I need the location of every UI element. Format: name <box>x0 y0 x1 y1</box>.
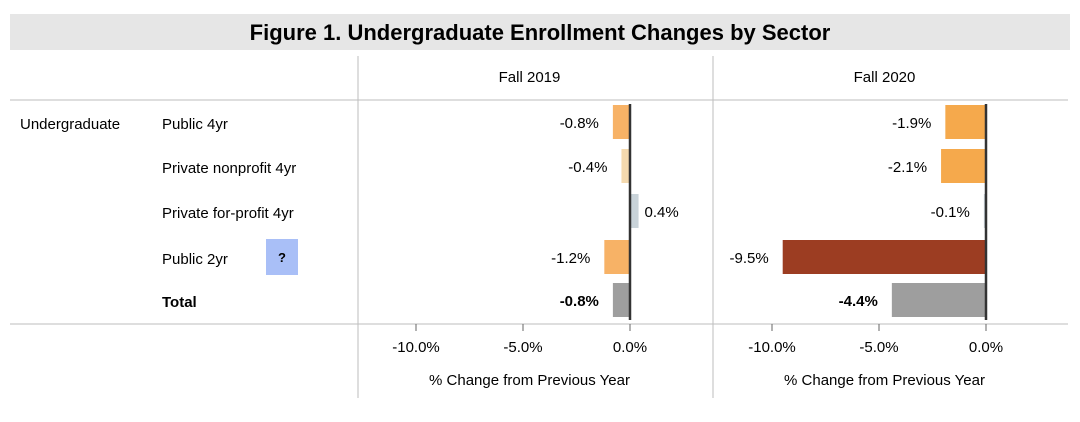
panel: Fall 2019 -0.8% -0.4% 0.4% -1.2% -0.8% -10.0% -… <box>392 69 679 389</box>
bar <box>604 240 630 274</box>
tick-label: -10.0% <box>748 339 796 356</box>
panel: Fall 2020 -1.9% -2.1% -0.1% -9.5% -4.4% -10.0%… <box>730 69 1004 389</box>
data-label: -0.8% <box>560 115 599 132</box>
bar <box>612 283 630 317</box>
row-label: Public 2yr <box>162 251 228 268</box>
x-axis-label: % Change from Previous Year <box>784 372 985 389</box>
bar <box>891 283 986 317</box>
bar <box>945 105 986 139</box>
data-label: -0.8% <box>560 293 599 310</box>
help-badge-text[interactable]: ? <box>278 250 286 265</box>
bar <box>630 194 639 228</box>
data-label: -4.4% <box>839 293 878 310</box>
row-group-label: Undergraduate <box>20 116 120 133</box>
chart-panels: Fall 2019 -0.8% -0.4% 0.4% -1.2% -0.8% -10.0% -… <box>392 69 1003 389</box>
tick-label: 0.0% <box>613 339 647 356</box>
tick-label: -5.0% <box>503 339 542 356</box>
bar <box>612 105 630 139</box>
tick-label: 0.0% <box>969 339 1003 356</box>
bar <box>782 240 986 274</box>
row-label: Private nonprofit 4yr <box>162 160 296 177</box>
data-label: 0.4% <box>645 204 679 221</box>
table-dividers <box>10 56 1068 398</box>
data-label: -1.2% <box>551 250 590 267</box>
title-band <box>10 14 1070 50</box>
bar <box>941 149 986 183</box>
x-axis-label: % Change from Previous Year <box>429 372 630 389</box>
data-label: -1.9% <box>892 115 931 132</box>
data-label: -2.1% <box>888 159 927 176</box>
row-label: Public 4yr <box>162 116 228 133</box>
panel-header: Fall 2019 <box>499 69 561 86</box>
data-label: -9.5% <box>730 250 769 267</box>
bar <box>621 149 630 183</box>
row-label: Private for-profit 4yr <box>162 205 294 222</box>
tick-label: -5.0% <box>859 339 898 356</box>
help-badge[interactable] <box>266 239 298 275</box>
row-labels: Public 4yr Private nonprofit 4yr Private f… <box>162 116 296 311</box>
panel-header: Fall 2020 <box>854 69 916 86</box>
tick-label: -10.0% <box>392 339 440 356</box>
chart-title: Figure 1. Undergraduate Enrollment Chang… <box>250 20 831 45</box>
data-label: -0.1% <box>931 204 970 221</box>
row-label: Total <box>162 294 197 311</box>
data-label: -0.4% <box>568 159 607 176</box>
